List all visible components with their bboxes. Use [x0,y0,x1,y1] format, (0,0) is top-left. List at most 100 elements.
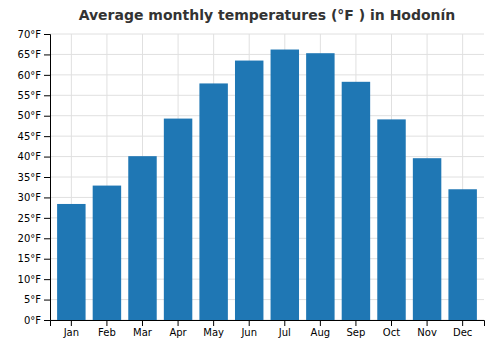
y-tick: 50°F [18,110,50,121]
y-tick-label: 5°F [24,294,41,305]
y-tick-mark [44,34,50,35]
y-tick-mark [44,279,50,280]
bars [57,50,477,320]
x-tick-label: Nov [417,327,437,338]
bar [235,61,263,320]
y-tick-label: 55°F [18,90,42,101]
x-tick: Feb [98,320,116,338]
bar [342,82,370,320]
x-tick: Jun [240,320,257,338]
chart-container: 0°F 5°F 10°F 15°F 20°F 25°F 30°F 35°F 40°F 45°F 50… [0,0,500,350]
x-tick-mark [106,320,107,326]
y-tick-label: 0°F [24,315,41,326]
y-tick: 10°F [18,274,50,285]
y-grid-line [50,95,484,96]
x-tick-mark [213,320,214,326]
x-tick-mark [71,320,72,326]
bar [271,50,299,320]
x-tick: May [203,320,224,338]
y-tick-mark [44,300,50,301]
x-tick: Jul [278,320,291,338]
x-tick: Dec [453,320,472,338]
chart-svg: 0°F 5°F 10°F 15°F 20°F 25°F 30°F 35°F 40°F 45°F 50… [0,0,500,350]
y-tick: 70°F [18,29,50,40]
y-tick: 5°F [24,294,50,305]
bar [199,83,227,320]
x-tick-mark [462,320,463,326]
y-tick: 15°F [18,253,50,264]
x-tick-mark [427,320,428,326]
x-tick: Oct [383,320,400,338]
y-tick-mark [44,259,50,260]
x-tick-mark [142,320,143,326]
y-grid-line [50,136,484,137]
x-tick-mark [284,320,285,326]
y-tick-label: 65°F [18,49,42,60]
grid [50,34,484,320]
y-axis: 0°F 5°F 10°F 15°F 20°F 25°F 30°F 35°F 40°F 45°F 50… [18,29,51,326]
y-tick-label: 50°F [18,110,42,121]
x-tick-label: Apr [169,327,187,338]
y-tick-mark [44,177,50,178]
y-tick-label: 10°F [18,274,42,285]
y-tick-mark [44,75,50,76]
x-tick-mark [320,320,321,326]
x-tick-label: Sep [347,327,366,338]
bar [448,189,476,320]
y-grid-line [50,74,484,75]
x-tick: Aug [311,320,331,338]
y-tick-label: 35°F [18,172,42,183]
x-tick: Apr [169,320,187,338]
y-tick-label: 20°F [18,233,42,244]
x-tick: Jan [63,320,79,338]
x-tick-mark [391,320,392,326]
x-axis-line [51,321,485,327]
bar [164,119,192,320]
x-tick-label: May [203,327,224,338]
y-tick-label: 40°F [18,151,42,162]
x-tick-label: Aug [311,327,331,338]
y-tick-label: 30°F [18,192,42,203]
bar [377,119,405,320]
bar [306,53,334,320]
y-tick: 25°F [18,213,50,224]
x-tick-mark [178,320,179,326]
bar [93,186,121,320]
y-tick-mark [44,218,50,219]
y-tick-label: 25°F [18,213,42,224]
bar [128,156,156,320]
y-grid-line [50,115,484,116]
y-tick-mark [44,320,50,321]
y-axis-line [44,35,51,321]
y-tick-label: 45°F [18,131,42,142]
y-tick: 55°F [18,90,50,101]
y-tick: 60°F [18,70,50,81]
x-tick: Sep [347,320,366,338]
y-grid-line [50,34,484,35]
title: Average monthly temperatures (°F ) in Ho… [79,7,456,23]
y-tick: 45°F [18,131,50,142]
y-grid-line [50,156,484,157]
x-axis: Jan Feb Mar Apr May Jun Jul Aug Sep Oct Nov Dec [51,320,485,338]
x-tick-label: Jun [240,327,257,338]
bar [57,204,85,320]
y-tick-mark [44,54,50,55]
y-tick-label: 70°F [18,29,42,40]
y-tick-mark [44,197,50,198]
x-tick-mark [249,320,250,326]
y-tick-mark [44,238,50,239]
y-grid-line [50,54,484,55]
x-tick-label: Jul [278,327,291,338]
x-tick-mark [355,320,356,326]
y-tick-mark [44,116,50,117]
y-tick: 40°F [18,151,50,162]
x-tick: Nov [417,320,437,338]
x-tick-label: Feb [98,327,116,338]
y-tick-mark [44,95,50,96]
y-tick: 20°F [18,233,50,244]
y-tick-mark [44,157,50,158]
x-tick-label: Mar [133,327,153,338]
y-tick: 65°F [18,49,50,60]
y-tick: 35°F [18,172,50,183]
x-tick-label: Oct [383,327,400,338]
